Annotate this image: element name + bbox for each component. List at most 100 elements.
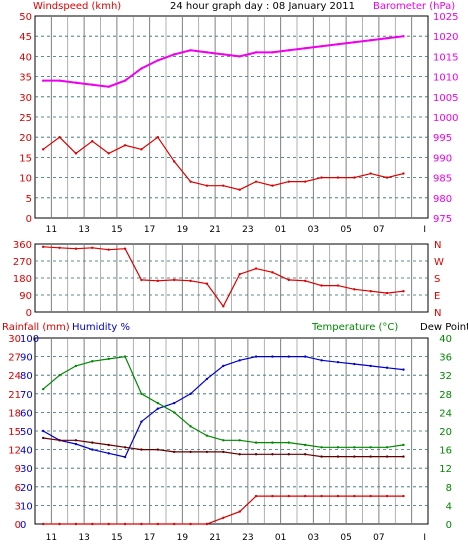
dewpoint-point — [353, 455, 356, 458]
wind-ytick-0: 0 — [26, 214, 32, 225]
baro-ytick-985: 985 — [433, 174, 452, 185]
temperature-point — [336, 446, 340, 449]
windspeed-point — [287, 180, 291, 183]
rainfall-point — [238, 510, 241, 513]
direction-point — [385, 291, 389, 295]
dir-ytick-0: 0 — [26, 308, 32, 319]
bottom-panel-xtick-11: 11 — [46, 533, 57, 543]
temperature-point — [222, 439, 225, 442]
windspeed-point — [238, 188, 241, 191]
direction-point — [189, 279, 192, 283]
rain-ytick-30: 30 — [8, 334, 21, 345]
dewpoint-point — [254, 453, 258, 456]
wind-panel-xtick-19: 19 — [177, 225, 189, 235]
wind-ytick-15: 15 — [19, 153, 32, 164]
temperature-point — [254, 441, 258, 444]
temperature-point — [402, 443, 405, 447]
rain-ytick-18: 18 — [8, 408, 21, 419]
rainfall-point — [336, 494, 340, 498]
windspeed-point — [353, 176, 356, 179]
barometer-point — [91, 83, 94, 86]
dewpoint-point — [320, 455, 323, 458]
rain-ytick-15: 15 — [8, 427, 21, 438]
dir-compass-S-2: S — [434, 274, 440, 285]
barometer-point — [41, 79, 45, 82]
rainfall-point — [402, 494, 405, 498]
rainfall-point — [353, 494, 356, 498]
bottom-panel-xtick-05: 05 — [340, 533, 351, 543]
barometer-point — [385, 37, 389, 40]
humidity-point — [156, 407, 160, 410]
temperature-point — [91, 360, 94, 363]
windspeed-point — [189, 180, 192, 183]
dewpoint-point — [41, 436, 45, 440]
rain-ytick-9: 9 — [15, 464, 21, 475]
temperature-label: Temperature (°C) — [311, 322, 398, 333]
humidity-ytick-20: 20 — [20, 483, 33, 494]
humidity-point — [41, 429, 45, 433]
dir-ytick-270: 270 — [13, 257, 32, 268]
temp-ytick-20: 20 — [439, 427, 452, 438]
windspeed-point — [336, 176, 340, 179]
humidity-ytick-30: 30 — [20, 464, 33, 475]
direction-point — [91, 246, 94, 249]
dewpoint-point — [140, 448, 143, 451]
bottom-panel-xtick-21: 21 — [209, 533, 220, 543]
rainfall-point — [205, 522, 209, 526]
barometer-point — [123, 79, 127, 82]
dewpoint-point — [156, 448, 160, 451]
wind-panel-xtick-05: 05 — [340, 225, 351, 235]
direction-point — [320, 284, 323, 287]
humidity-point — [205, 377, 209, 381]
windspeed-label: Windspeed (kmh) — [33, 1, 121, 12]
rainfall-point — [58, 522, 61, 526]
humidity-ytick-50: 50 — [20, 427, 33, 438]
rainfall-point — [287, 494, 291, 498]
humidity-point — [320, 359, 323, 362]
temperature-point — [140, 392, 143, 395]
wind-ytick-20: 20 — [19, 133, 32, 144]
wind-panel-xtick-17: 17 — [144, 225, 155, 235]
wind-ytick-30: 30 — [19, 93, 32, 104]
baro-ytick-990: 990 — [433, 153, 452, 164]
barometer-point — [353, 41, 356, 44]
dewpoint-point — [336, 455, 340, 458]
windspeed-point — [222, 184, 225, 187]
dir-compass-W-3: W — [434, 257, 444, 268]
wind-ytick-10: 10 — [19, 174, 32, 185]
wind-ytick-35: 35 — [19, 73, 32, 84]
barometer-point — [222, 53, 225, 56]
barometer-point — [205, 51, 209, 54]
humidity-point — [402, 368, 405, 371]
baro-ytick-980: 980 — [433, 194, 452, 205]
humidity-ytick-10: 10 — [20, 501, 33, 512]
baro-ytick-995: 995 — [433, 133, 452, 144]
temperature-point — [205, 434, 209, 437]
windspeed-point — [271, 184, 274, 187]
direction-point — [369, 290, 372, 293]
rainfall-point — [385, 494, 389, 498]
dewpoint-point — [222, 450, 225, 454]
dewpoint-point — [385, 455, 389, 458]
humidity-ytick-80: 80 — [20, 371, 33, 382]
direction-point — [336, 284, 340, 287]
direction-point — [287, 278, 291, 282]
wind-panel-xtick-23: 23 — [242, 225, 253, 235]
baro-ytick-1020: 1020 — [433, 32, 458, 43]
temp-ytick-36: 36 — [439, 353, 452, 364]
barometer-point — [74, 81, 78, 84]
direction-point — [140, 278, 143, 282]
wind-panel-xtick-11: 11 — [46, 225, 57, 235]
bottom-panel-xtick-17: 17 — [144, 533, 155, 543]
barometer-point — [156, 59, 160, 62]
humidity-label: Humidity % — [72, 322, 130, 333]
barometer-point — [320, 45, 323, 48]
humidity-point — [336, 360, 340, 364]
humidity-point — [91, 448, 94, 451]
dewpoint-point — [189, 450, 192, 454]
barometer-point — [287, 49, 291, 52]
wind-ytick-40: 40 — [19, 52, 32, 63]
rainfall-point — [172, 522, 176, 526]
rainfall-point — [189, 522, 192, 526]
humidity-point — [385, 366, 389, 369]
